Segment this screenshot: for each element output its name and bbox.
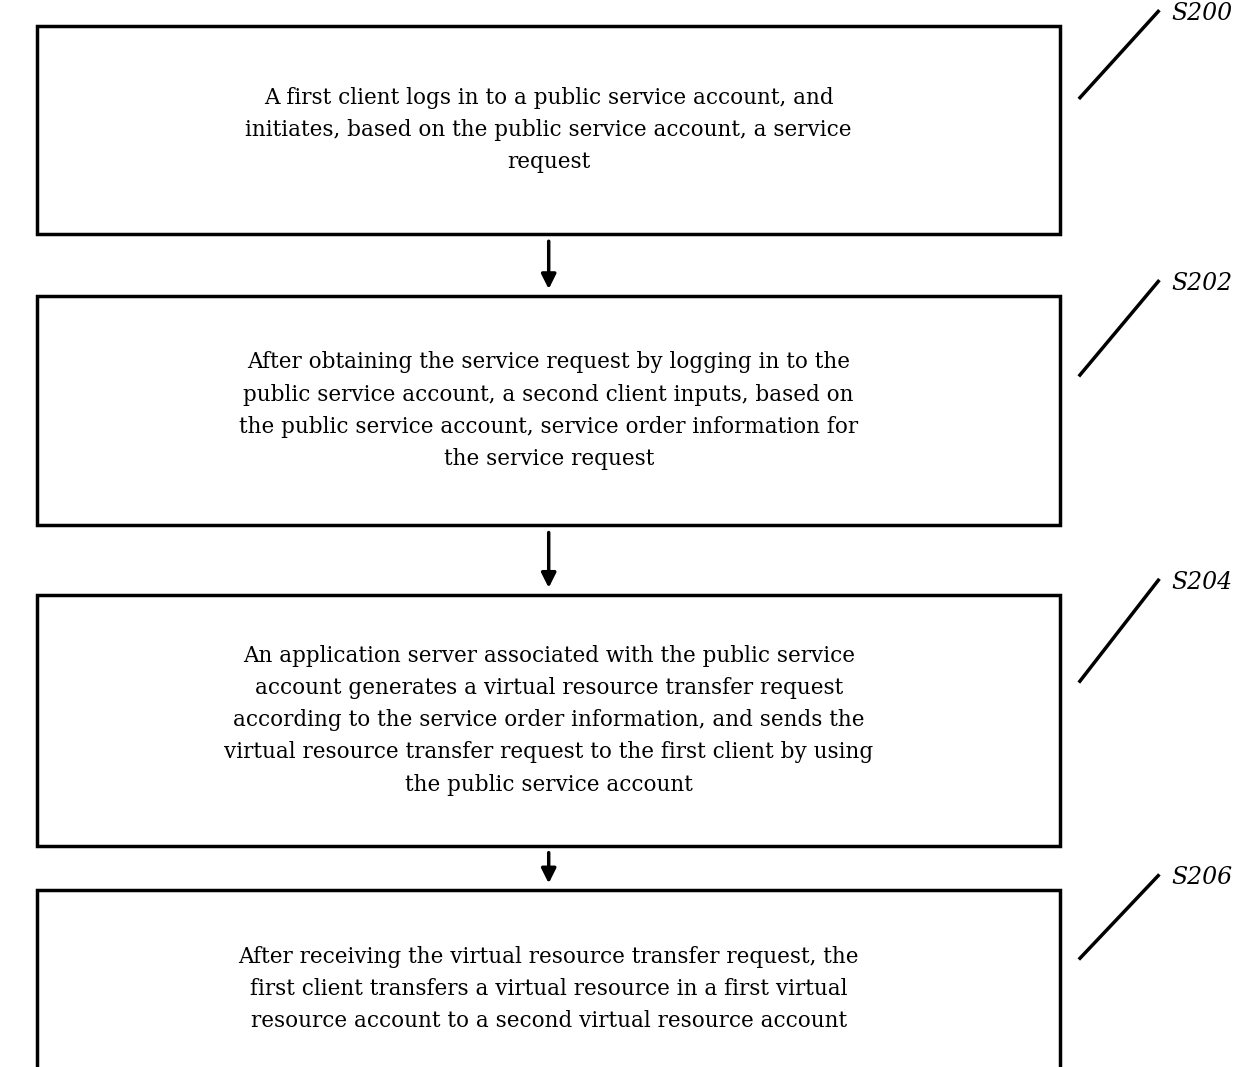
Text: S200: S200 bbox=[1172, 2, 1233, 25]
Text: After obtaining the service request by logging in to the
public service account,: After obtaining the service request by l… bbox=[239, 351, 858, 471]
Bar bbox=[37, 26, 1060, 235]
Text: After receiving the virtual resource transfer request, the
first client transfer: After receiving the virtual resource tra… bbox=[238, 946, 859, 1032]
Text: S202: S202 bbox=[1172, 272, 1233, 294]
Text: An application server associated with the public service
account generates a vir: An application server associated with th… bbox=[224, 644, 873, 796]
Text: S206: S206 bbox=[1172, 866, 1233, 889]
Bar bbox=[37, 594, 1060, 845]
Bar bbox=[37, 890, 1060, 1067]
Text: S204: S204 bbox=[1172, 571, 1233, 593]
Bar bbox=[37, 297, 1060, 526]
Text: A first client logs in to a public service account, and
initiates, based on the : A first client logs in to a public servi… bbox=[246, 87, 852, 173]
